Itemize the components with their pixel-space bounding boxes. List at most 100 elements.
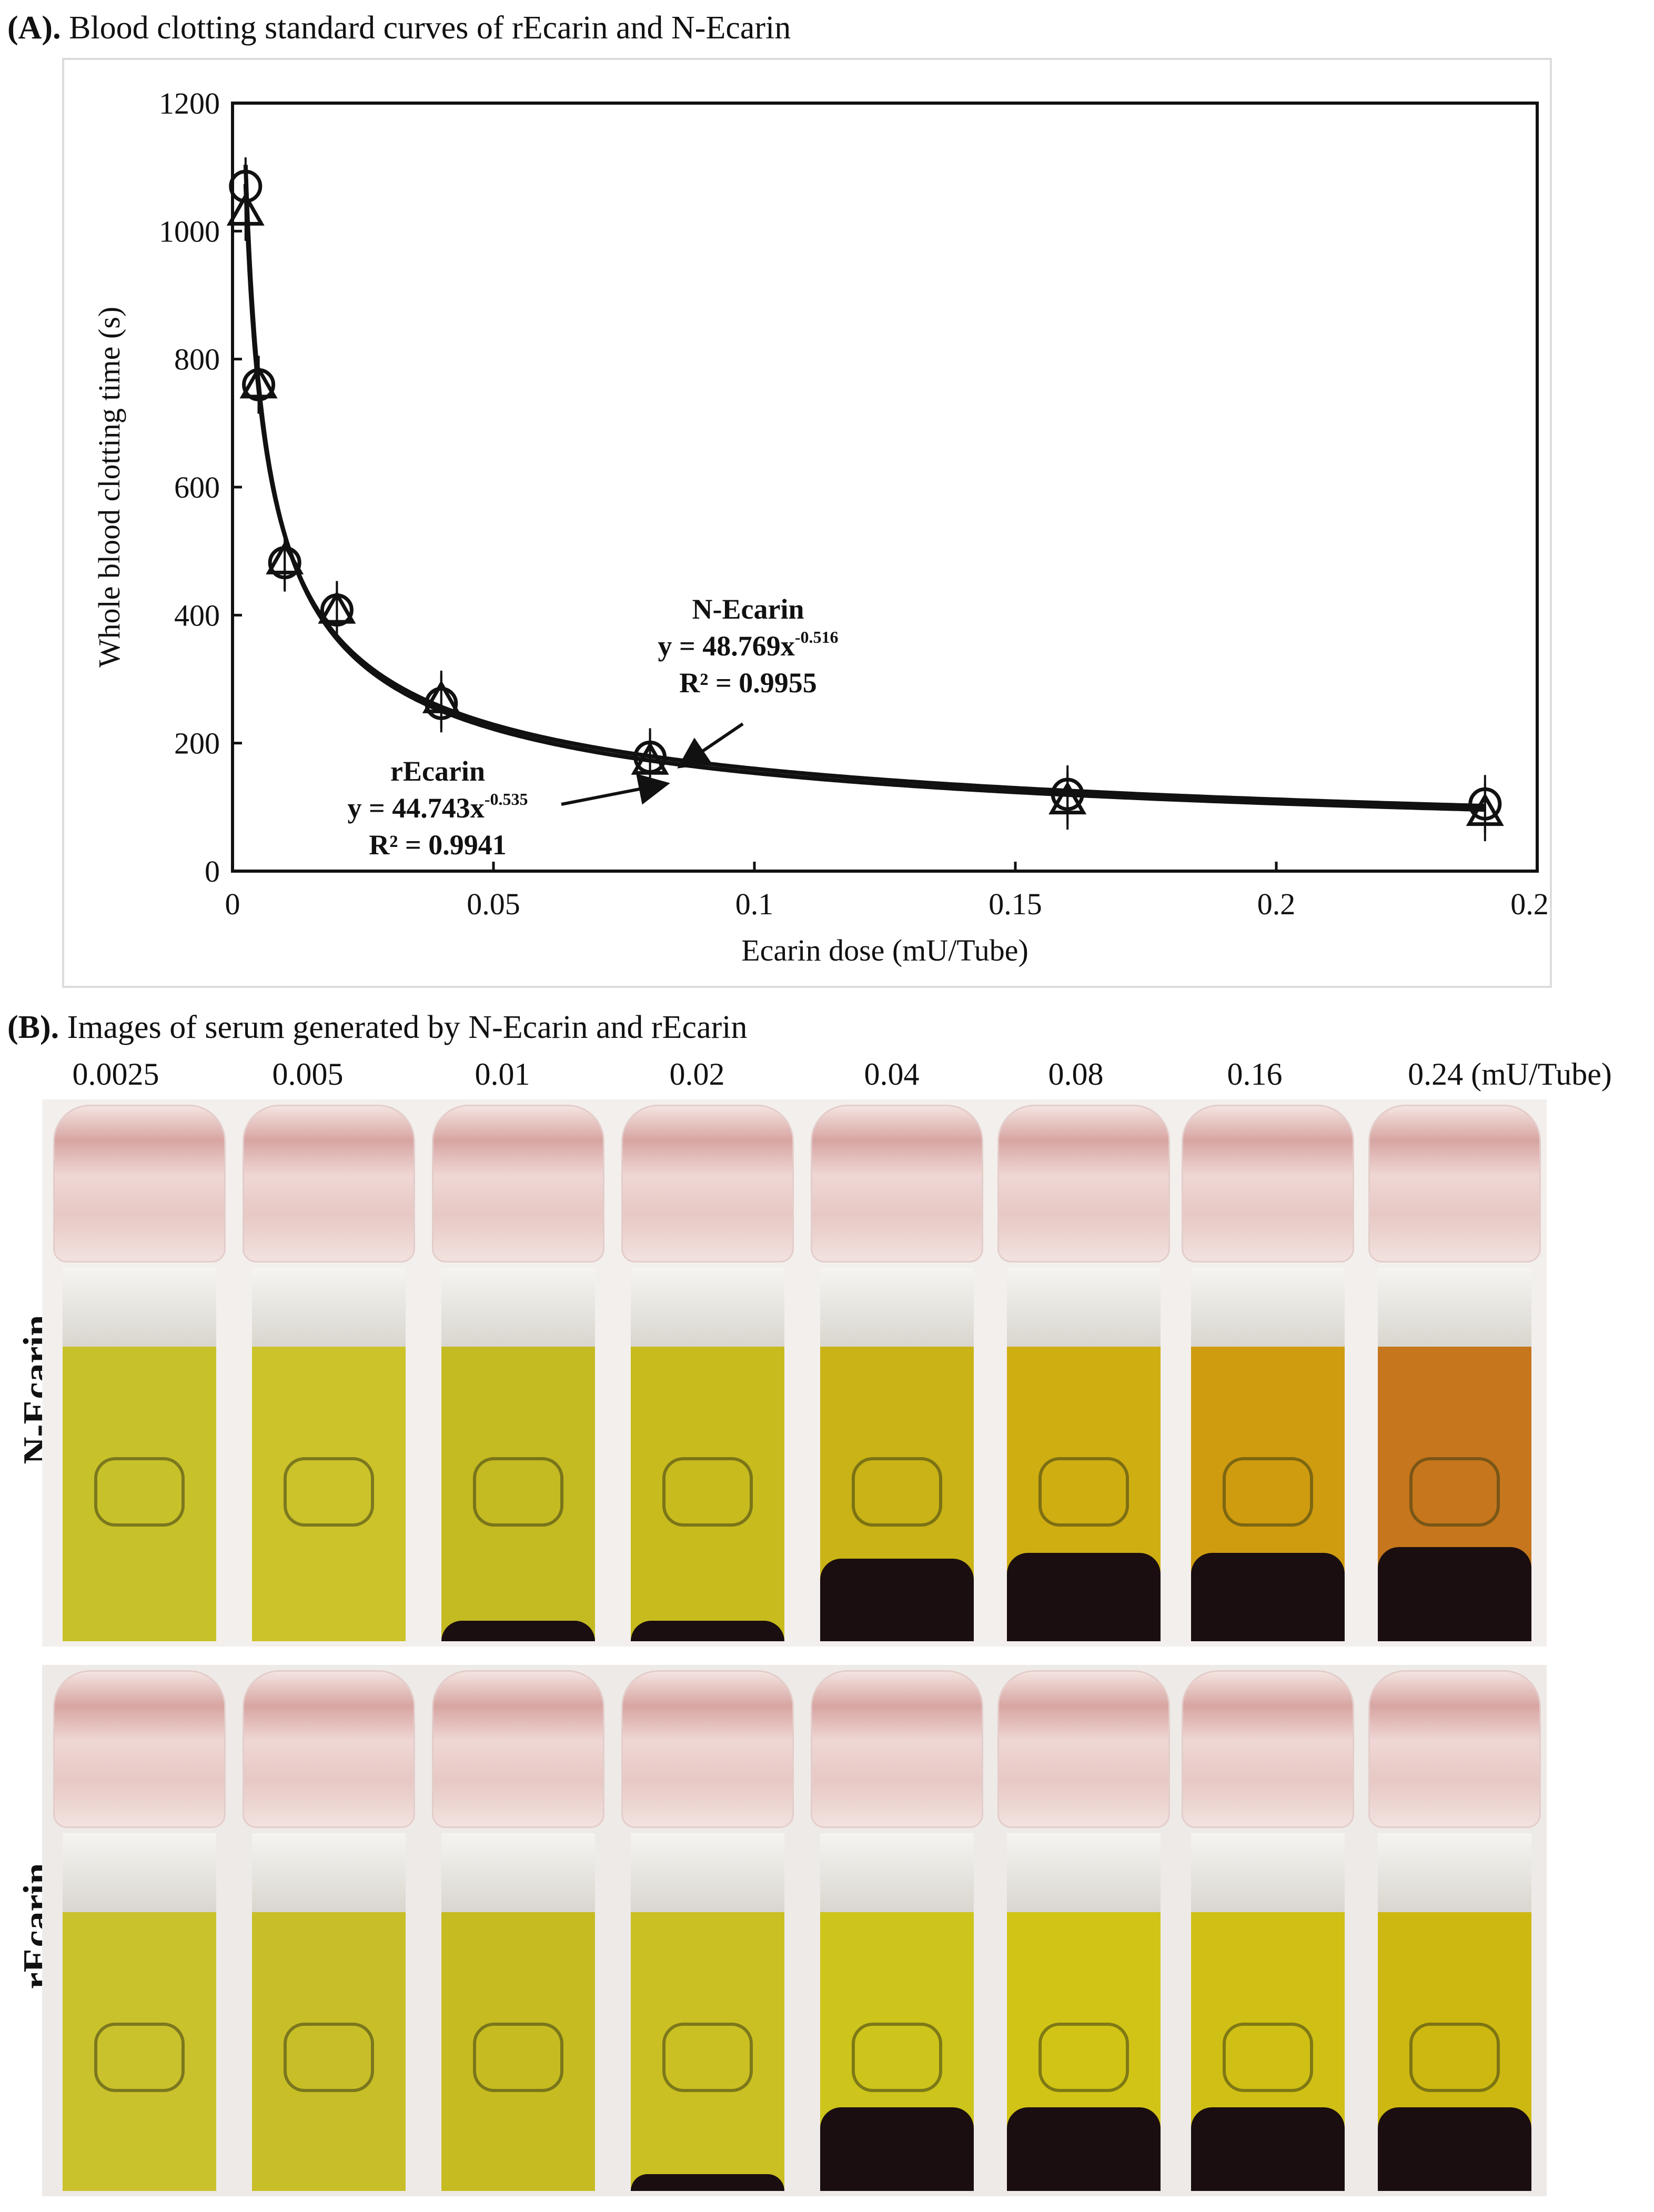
dose-label: 0.02	[669, 1057, 725, 1092]
data-point-triangle	[1466, 793, 1504, 826]
blood-clot	[820, 2107, 974, 2191]
tube-cap	[243, 1670, 415, 1828]
tube-cap	[811, 1670, 983, 1828]
tube-label-print	[1038, 2023, 1129, 2092]
tube-headspace	[820, 1268, 974, 1347]
tube-glass	[1191, 1268, 1345, 1641]
tube-photo	[994, 1665, 1173, 2196]
tube-headspace	[820, 1833, 974, 1912]
annotation-n-ecarin-equation: y = 48.769x-0.516	[658, 628, 839, 662]
tube-cap	[1182, 1105, 1354, 1262]
tube-headspace	[631, 1268, 784, 1347]
tube-glass	[1007, 1833, 1161, 2191]
tube-cap	[432, 1105, 604, 1262]
tube-label-print	[1223, 1457, 1313, 1527]
tube-headspace	[631, 1833, 784, 1912]
data-point-triangle	[318, 590, 356, 624]
y-tick-label: 0	[205, 854, 220, 888]
data-point-triangle	[226, 192, 265, 226]
tube-glass	[631, 1268, 784, 1641]
tube-glass	[1191, 1833, 1345, 2191]
annotation-recarin-r2: R² = 0.9941	[369, 829, 506, 861]
serum	[1378, 1912, 1531, 2191]
y-tick-label: 400	[174, 598, 220, 632]
tube-label-print	[662, 2023, 753, 2092]
tube-photo	[1365, 1665, 1544, 2196]
dose-label: 0.08	[1048, 1057, 1104, 1092]
dose-label: 0.01	[475, 1057, 530, 1092]
panel-a-label: (A).	[7, 10, 61, 46]
tube-label-print	[473, 2023, 563, 2092]
tube-headspace	[1007, 1268, 1161, 1347]
y-tick-label: 200	[174, 726, 220, 761]
data-point-triangle	[631, 741, 669, 775]
tube-headspace	[63, 1268, 216, 1347]
tube-glass	[631, 1833, 784, 2191]
x-tick-label: 0.15	[989, 887, 1042, 921]
tube-cap	[243, 1105, 415, 1262]
chart-frame: 0 200 400 600 800 1000 1200 0 0.05 0.1 0.15 0.2 0.25…	[62, 58, 1552, 988]
tube-label-print	[1038, 1457, 1129, 1527]
data-point-triangle	[1048, 781, 1087, 815]
tube-headspace	[1007, 1833, 1161, 1912]
tube-photo	[429, 1665, 608, 2196]
tube-cap	[1182, 1670, 1354, 1828]
dose-labels: 0.0025 0.005 0.01 0.02 0.04 0.08 0.16 0.…	[0, 1056, 1654, 1098]
tube-cap	[997, 1670, 1170, 1828]
tube-cap	[621, 1670, 794, 1828]
tube-cap	[53, 1105, 226, 1262]
annotation-recarin-equation: y = 44.743x-0.535	[348, 790, 528, 824]
tube-headspace	[252, 1268, 406, 1347]
tube-headspace	[441, 1833, 595, 1912]
tube-label-print	[473, 1457, 563, 1527]
y-axis-label: Whole blood clotting time (s)	[92, 307, 126, 668]
tube-photo	[994, 1099, 1173, 1647]
y-tick-label: 1200	[159, 86, 220, 120]
tube-photo	[50, 1099, 229, 1647]
x-tick-label: 0.05	[467, 887, 520, 921]
panel-b-title-text: Images of serum generated by N-Ecarin an…	[67, 1009, 748, 1045]
tube-cap	[811, 1105, 983, 1262]
serum	[631, 1912, 784, 2191]
tube-label-print	[662, 1457, 753, 1527]
serum	[631, 1347, 784, 1641]
annotation-arrow-recarin	[561, 773, 670, 806]
tube-photo	[618, 1665, 797, 2196]
x-tick-label: 0	[225, 887, 240, 921]
tube-photo	[808, 1099, 986, 1647]
tube-photo	[618, 1099, 797, 1647]
tube-label-print	[852, 2023, 942, 2092]
tube-label-print	[1223, 2023, 1313, 2092]
panel-b-label: (B).	[7, 1009, 59, 1045]
panel-a-title: (A). Blood clotting standard curves of r…	[7, 9, 791, 47]
tube-glass	[1378, 1268, 1531, 1641]
serum	[820, 1912, 974, 2191]
serum	[1191, 1912, 1345, 2191]
tube-headspace	[1191, 1833, 1345, 1912]
tube-glass	[441, 1268, 595, 1641]
panel-b-title: (B). Images of serum generated by N-Ecar…	[7, 1009, 747, 1046]
tube-headspace	[252, 1833, 406, 1912]
annotation-n-ecarin-r2: R² = 0.9955	[679, 667, 816, 699]
data-point-triangle	[266, 541, 304, 574]
annotation-recarin-name: rEcarin	[390, 755, 485, 787]
tube-label-print	[284, 1457, 374, 1527]
serum	[252, 1347, 406, 1641]
y-tick-label: 1000	[159, 214, 220, 248]
dose-label: 0.04	[864, 1057, 920, 1092]
tube-label-print	[1409, 1457, 1500, 1527]
annotation-arrow-n-ecarin	[677, 722, 744, 769]
tube-headspace	[1378, 1833, 1531, 1912]
tube-photo	[239, 1099, 418, 1647]
x-tick-label: 0.2	[1257, 887, 1296, 921]
tube-label-print	[94, 1457, 185, 1527]
serum	[63, 1912, 216, 2191]
tube-label-print	[284, 2023, 374, 2092]
tube-glass	[441, 1833, 595, 2191]
tube-row-n-ecarin	[42, 1099, 1547, 1647]
tube-photo	[808, 1665, 986, 2196]
serum	[441, 1347, 595, 1641]
blood-clot	[1191, 1553, 1345, 1641]
y-tick-label: 800	[174, 342, 220, 377]
tube-glass	[1378, 1833, 1531, 2191]
